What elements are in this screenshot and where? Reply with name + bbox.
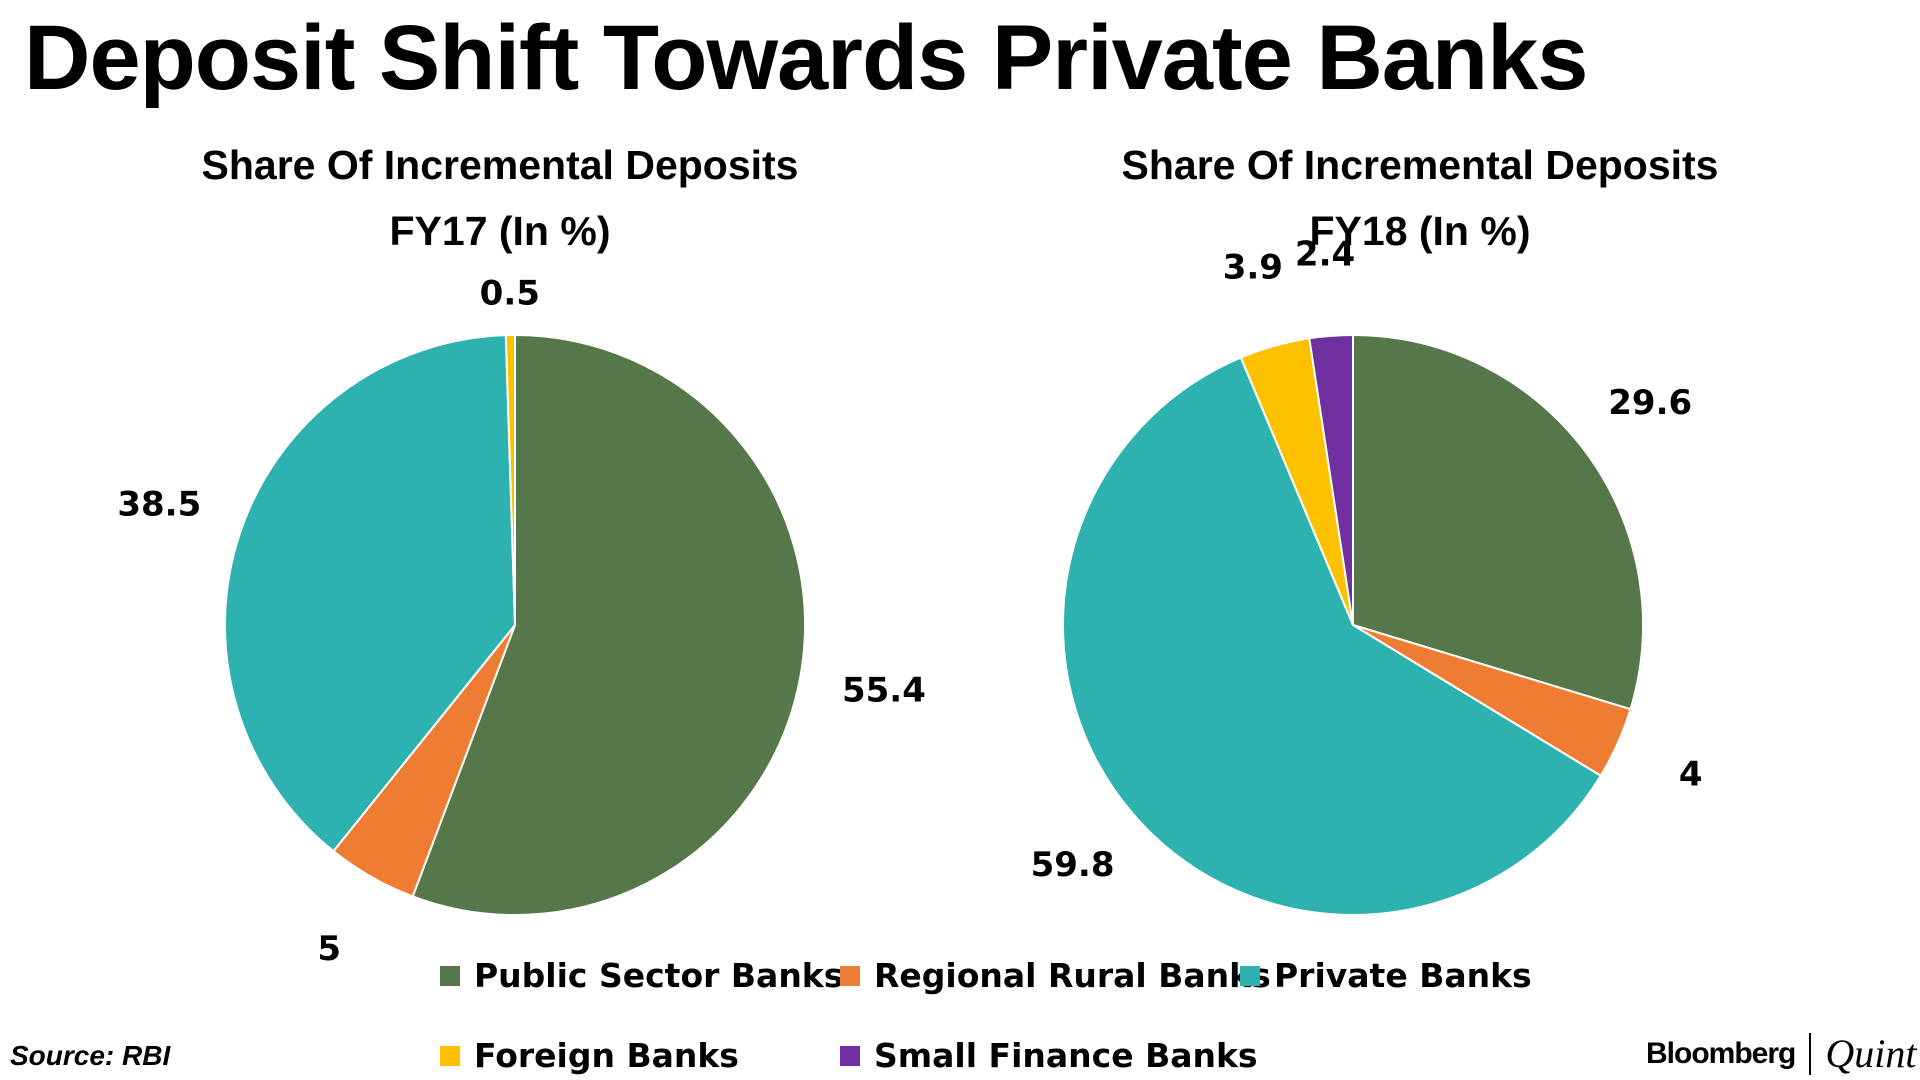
- chart-title-fy18-line1: Share Of Incremental Deposits: [1121, 142, 1719, 188]
- pie-chart-fy18: 29.6 4 59.8 3.9 2.4: [1031, 235, 1703, 916]
- brand-secondary: Quint: [1825, 1031, 1917, 1076]
- page-title: Deposit Shift Towards Private Banks: [24, 7, 1588, 109]
- data-label-fy18-foreign-banks: 3.9: [1223, 247, 1283, 287]
- pie-slice-fy18-public-sector-banks: [1352, 333, 1644, 711]
- data-label-fy18-private-banks: 59.8: [1031, 845, 1115, 885]
- data-label-fy18-regional-rural-banks: 4: [1679, 755, 1703, 795]
- chart-title-fy18-line2: FY18 (In %): [1309, 208, 1531, 254]
- source-note: Source: RBI: [10, 1040, 171, 1071]
- brand-logo: Bloomberg Quint: [1646, 1030, 1916, 1077]
- pie-slice-fy17-public-sector-banks: [411, 333, 806, 916]
- data-label-fy17-private-banks: 38.5: [117, 485, 201, 525]
- chart-title-fy17-line1: Share Of Incremental Deposits: [201, 142, 799, 188]
- chart-title-fy18: Share Of Incremental Deposits FY18 (In %…: [1040, 132, 1800, 264]
- pie-slice-fy17-private-banks: [224, 334, 517, 853]
- data-label-fy18-public-sector-banks: 29.6: [1608, 383, 1692, 423]
- data-label-fy17-public-sector-banks: 55.4: [842, 671, 926, 711]
- pie-slice-fy18-small-finance-banks: [1308, 333, 1354, 626]
- pie-slice-fy17-foreign-banks: [504, 333, 516, 626]
- data-label-fy17-foreign-banks: 0.5: [480, 274, 540, 314]
- data-label-fy17-regional-rural-banks: 5: [317, 929, 341, 969]
- brand-primary: Bloomberg: [1646, 1036, 1796, 1070]
- pie-chart-fy17: 55.4 5 38.5 0.5: [117, 274, 926, 970]
- data-label-fy18-small-finance-banks: 2.4: [1295, 235, 1355, 275]
- chart-title-fy17: Share Of Incremental Deposits FY17 (In %…: [120, 132, 880, 264]
- pie-slice-fy18-private-banks: [1062, 356, 1603, 916]
- brand-separator: [1809, 1032, 1812, 1075]
- chart-title-fy17-line2: FY17 (In %): [389, 208, 611, 254]
